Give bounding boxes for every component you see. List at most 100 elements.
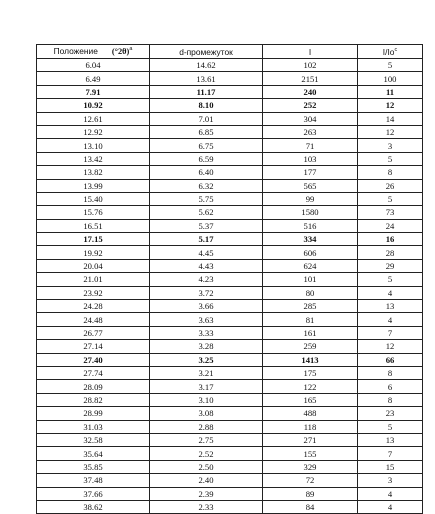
cell-intensity: 102 [262, 57, 358, 73]
cell-d-spacing: 2.88 [149, 419, 263, 434]
cell-position: 15.76 [36, 205, 150, 220]
cell-d-spacing: 13.61 [149, 71, 263, 86]
cell-position: 27.14 [36, 339, 150, 354]
cell-position: 13.42 [36, 151, 150, 167]
cell-relative-intensity: 100 [357, 71, 423, 86]
cell-relative-intensity: 66 [357, 352, 423, 367]
cell-d-spacing: 4.45 [149, 245, 263, 260]
table-row: 15.76 5.62 1580 73 [36, 205, 423, 220]
header-intensity: I [262, 44, 358, 59]
table-row: 13.42 6.59 103 5 [36, 151, 423, 167]
cell-relative-intensity: 12 [357, 98, 423, 113]
table-row: 38.62 2.33 84 4 [36, 499, 423, 514]
cell-d-spacing: 8.10 [149, 98, 263, 113]
table-row: 37.48 2.40 72 3 [36, 473, 423, 488]
cell-d-spacing: 3.17 [149, 379, 263, 394]
cell-intensity: 177 [262, 165, 358, 180]
cell-intensity: 624 [262, 258, 358, 274]
table-row: 7.91 11.17 240 11 [36, 84, 423, 100]
cell-intensity: 72 [262, 473, 358, 488]
cell-relative-intensity: 5 [357, 191, 423, 207]
cell-intensity: 89 [262, 486, 358, 501]
cell-position: 28.99 [36, 406, 150, 421]
header-position-label: Положение [53, 46, 98, 56]
cell-position: 17.15 [36, 232, 150, 247]
table-row: 27.40 3.25 1413 66 [36, 352, 423, 367]
cell-position: 37.66 [36, 486, 150, 501]
cell-position: 37.48 [36, 473, 150, 488]
cell-relative-intensity: 5 [357, 151, 423, 167]
cell-relative-intensity: 8 [357, 165, 423, 180]
table-row: 6.49 13.61 2151 100 [36, 71, 423, 86]
table-row: 13.10 6.75 71 3 [36, 138, 423, 153]
cell-relative-intensity: 5 [357, 57, 423, 73]
cell-intensity: 252 [262, 98, 358, 113]
cell-position: 10.92 [36, 98, 150, 113]
table-row: 19.92 4.45 606 28 [36, 245, 423, 260]
table-row: 31.03 2.88 118 5 [36, 419, 423, 434]
cell-position: 13.99 [36, 178, 150, 193]
cell-relative-intensity: 7 [357, 446, 423, 461]
cell-d-spacing: 6.40 [149, 165, 263, 180]
cell-intensity: 155 [262, 446, 358, 461]
cell-relative-intensity: 4 [357, 499, 423, 514]
cell-intensity: 2151 [262, 71, 358, 86]
cell-position: 15.40 [36, 191, 150, 207]
cell-position: 19.92 [36, 245, 150, 260]
cell-intensity: 565 [262, 178, 358, 193]
cell-position: 13.10 [36, 138, 150, 153]
cell-position: 16.51 [36, 218, 150, 234]
cell-relative-intensity: 4 [357, 486, 423, 501]
cell-position: 21.01 [36, 272, 150, 287]
cell-position: 26.77 [36, 325, 150, 341]
cell-intensity: 103 [262, 151, 358, 167]
cell-position: 27.40 [36, 352, 150, 367]
cell-relative-intensity: 4 [357, 312, 423, 327]
cell-d-spacing: 3.66 [149, 299, 263, 314]
cell-d-spacing: 5.62 [149, 205, 263, 220]
table-row: 13.99 6.32 565 26 [36, 178, 423, 193]
cell-intensity: 259 [262, 339, 358, 354]
cell-intensity: 81 [262, 312, 358, 327]
cell-intensity: 1580 [262, 205, 358, 220]
table-row: 12.61 7.01 304 14 [36, 111, 423, 126]
xrd-peak-table: Положение (°2θ)a d-промежуток I I/Ioc 6.… [36, 44, 423, 514]
cell-d-spacing: 3.08 [149, 406, 263, 421]
cell-intensity: 165 [262, 392, 358, 408]
cell-position: 12.61 [36, 111, 150, 126]
cell-d-spacing: 5.17 [149, 232, 263, 247]
cell-intensity: 1413 [262, 352, 358, 367]
table-row: 28.09 3.17 122 6 [36, 379, 423, 394]
table-row: 35.64 2.52 155 7 [36, 446, 423, 461]
cell-intensity: 240 [262, 84, 358, 100]
cell-position: 31.03 [36, 419, 150, 434]
cell-d-spacing: 6.32 [149, 178, 263, 193]
cell-relative-intensity: 7 [357, 325, 423, 341]
table-row: 27.14 3.28 259 12 [36, 339, 423, 354]
cell-relative-intensity: 11 [357, 84, 423, 100]
cell-position: 7.91 [36, 84, 150, 100]
table-row: 26.77 3.33 161 7 [36, 325, 423, 341]
cell-position: 32.58 [36, 432, 150, 448]
table-row: 15.40 5.75 99 5 [36, 191, 423, 207]
cell-relative-intensity: 24 [357, 218, 423, 234]
cell-intensity: 118 [262, 419, 358, 434]
cell-position: 35.85 [36, 459, 150, 475]
cell-relative-intensity: 16 [357, 232, 423, 247]
cell-intensity: 99 [262, 191, 358, 207]
table-row: 27.74 3.21 175 8 [36, 365, 423, 381]
cell-d-spacing: 6.85 [149, 124, 263, 140]
cell-relative-intensity: 3 [357, 138, 423, 153]
cell-intensity: 304 [262, 111, 358, 126]
cell-d-spacing: 2.33 [149, 499, 263, 514]
cell-relative-intensity: 3 [357, 473, 423, 488]
cell-relative-intensity: 4 [357, 285, 423, 301]
cell-intensity: 122 [262, 379, 358, 394]
cell-intensity: 101 [262, 272, 358, 287]
cell-position: 27.74 [36, 365, 150, 381]
cell-position: 35.64 [36, 446, 150, 461]
cell-position: 24.48 [36, 312, 150, 327]
cell-position: 6.49 [36, 71, 150, 86]
cell-d-spacing: 6.75 [149, 138, 263, 153]
table-row: 17.15 5.17 334 16 [36, 232, 423, 247]
